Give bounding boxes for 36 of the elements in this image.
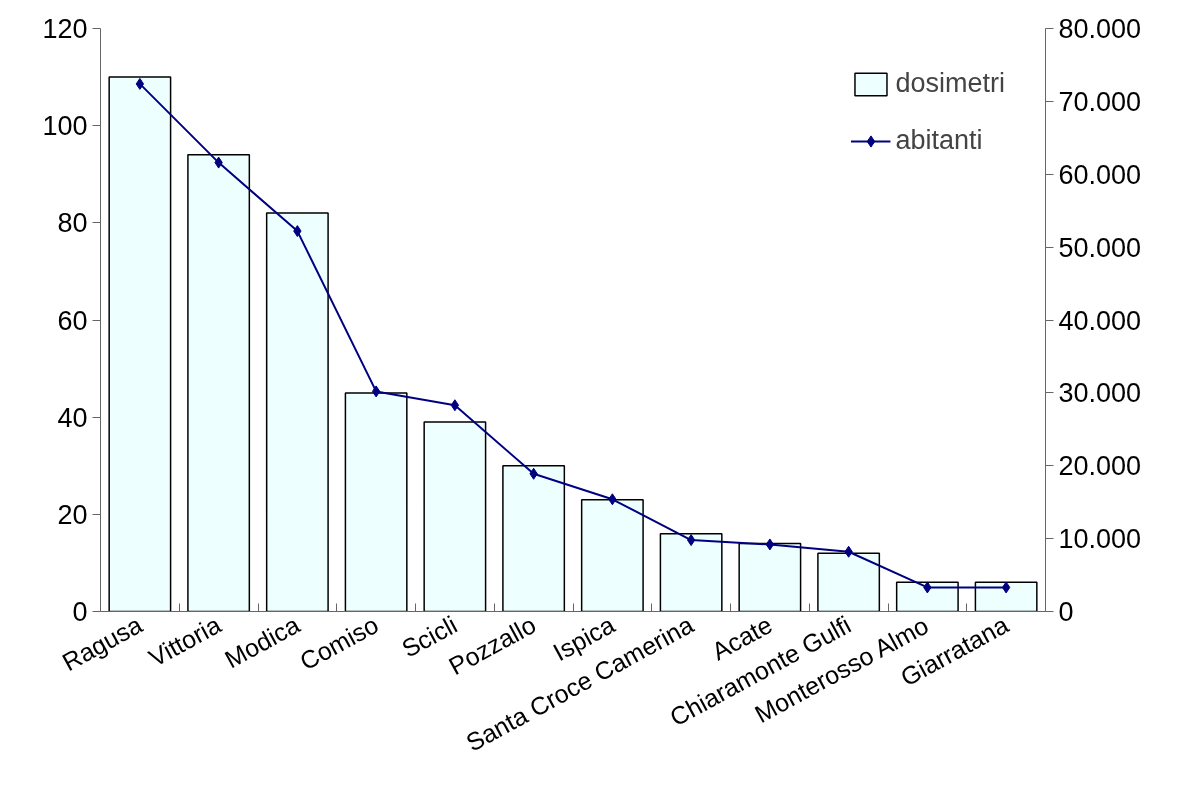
bar (502, 465, 566, 612)
y-tick-label: 100 (42, 111, 88, 142)
y2-tick-label: 70.000 (1058, 86, 1142, 117)
bar (108, 76, 172, 612)
point (686, 534, 696, 547)
y2-tick-label: 80.000 (1058, 14, 1142, 44)
y2-tick-label: 0 (1058, 597, 1074, 627)
bar (187, 154, 251, 612)
legend-label: dosimetri (895, 68, 1005, 99)
y2-tick-label: 10.000 (1058, 524, 1142, 555)
y2-tick-label: 40.000 (1058, 305, 1142, 336)
bar (423, 421, 487, 612)
y2-tick-label: 20.000 (1058, 451, 1142, 482)
bar (580, 499, 644, 612)
bar (738, 542, 802, 612)
y-tick-label: 20 (57, 499, 88, 530)
bar (895, 581, 959, 612)
point (1001, 581, 1011, 594)
y2-tick-label: 60.000 (1058, 159, 1142, 190)
y2-tick-label: 30.000 (1058, 378, 1142, 409)
point (135, 77, 145, 90)
bar (265, 212, 329, 612)
point (765, 538, 775, 551)
bar (817, 552, 881, 612)
y-tick-label: 120 (42, 14, 88, 44)
y-tick-label: 80 (57, 208, 88, 239)
bar (659, 533, 723, 612)
y-tick-label: 40 (57, 402, 88, 433)
legend-label: abitanti (895, 125, 983, 156)
bar (344, 392, 408, 612)
point (371, 385, 381, 398)
point (450, 399, 460, 412)
bar (974, 581, 1038, 612)
y-tick-label: 0 (72, 597, 88, 627)
y2-tick-label: 50.000 (1058, 232, 1142, 263)
y-tick-label: 60 (57, 305, 88, 336)
